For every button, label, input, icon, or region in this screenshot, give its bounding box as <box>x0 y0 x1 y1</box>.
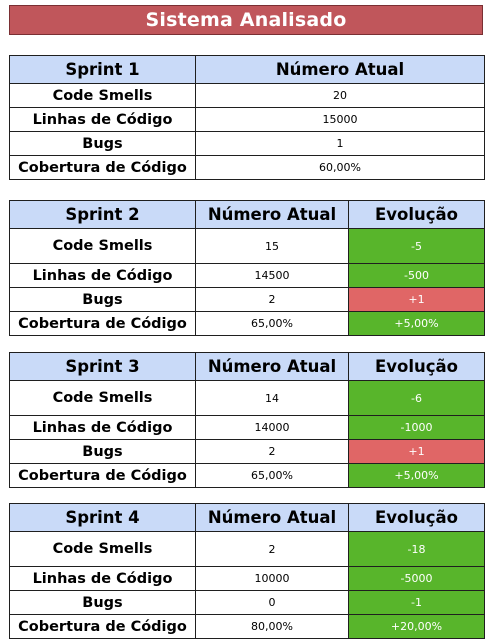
sprint-name: Sprint 3 <box>9 352 196 381</box>
table-row: Linhas de Código 10000 -5000 <box>9 566 485 591</box>
table-row: Code Smells 15 -5 <box>9 228 485 264</box>
table-row: Linhas de Código 14000 -1000 <box>9 415 485 440</box>
table-row: Bugs 2 +1 <box>9 287 485 312</box>
code-smells-value: 20 <box>195 83 485 108</box>
coverage-value: 80,00% <box>195 614 349 639</box>
metric-label-lines: Linhas de Código <box>9 415 196 440</box>
metric-label-coverage: Cobertura de Código <box>9 311 196 336</box>
current-number-header: Número Atual <box>195 503 349 532</box>
table-row: Bugs 0 -1 <box>9 590 485 615</box>
metric-label-coverage: Cobertura de Código <box>9 463 196 488</box>
sprint-name: Sprint 2 <box>9 200 196 229</box>
sprint-3-table: Sprint 3 Número Atual Evolução Code Smel… <box>9 352 485 488</box>
lines-value: 14500 <box>195 263 349 288</box>
code-smells-evolution: -5 <box>348 228 485 264</box>
page-title: Sistema Analisado <box>145 9 347 31</box>
evolution-header: Evolução <box>348 503 485 532</box>
coverage-evolution: +5,00% <box>348 311 485 336</box>
table-row: Code Smells 14 -6 <box>9 380 485 416</box>
page-title-bar: Sistema Analisado <box>9 5 483 35</box>
metric-label-code-smells: Code Smells <box>9 83 196 108</box>
metric-label-coverage: Cobertura de Código <box>9 614 196 639</box>
coverage-evolution: +5,00% <box>348 463 485 488</box>
sprint-1-table: Sprint 1 Número Atual Code Smells 20 Lin… <box>9 55 485 180</box>
metric-label-code-smells: Code Smells <box>9 380 196 416</box>
bugs-value: 0 <box>195 590 349 615</box>
table-row: Bugs 1 <box>9 131 485 156</box>
table-row: Linhas de Código 14500 -500 <box>9 263 485 288</box>
table-row: Cobertura de Código 65,00% +5,00% <box>9 463 485 488</box>
bugs-evolution: +1 <box>348 439 485 464</box>
metric-label-lines: Linhas de Código <box>9 107 196 132</box>
code-smells-value: 2 <box>195 531 349 567</box>
table-row: Cobertura de Código 80,00% +20,00% <box>9 614 485 639</box>
table-header-row: Sprint 3 Número Atual Evolução <box>9 352 485 381</box>
table-header-row: Sprint 1 Número Atual <box>9 55 485 84</box>
lines-value: 15000 <box>195 107 485 132</box>
table-row: Bugs 2 +1 <box>9 439 485 464</box>
bugs-value: 2 <box>195 439 349 464</box>
coverage-value: 65,00% <box>195 463 349 488</box>
evolution-header: Evolução <box>348 352 485 381</box>
sprint-2-table: Sprint 2 Número Atual Evolução Code Smel… <box>9 200 485 336</box>
code-smells-evolution: -6 <box>348 380 485 416</box>
lines-evolution: -500 <box>348 263 485 288</box>
metric-label-lines: Linhas de Código <box>9 566 196 591</box>
lines-evolution: -1000 <box>348 415 485 440</box>
current-number-header: Número Atual <box>195 55 485 84</box>
coverage-evolution: +20,00% <box>348 614 485 639</box>
metric-label-code-smells: Code Smells <box>9 531 196 567</box>
bugs-value: 2 <box>195 287 349 312</box>
sprint-4-table: Sprint 4 Número Atual Evolução Code Smel… <box>9 503 485 639</box>
table-row: Cobertura de Código 60,00% <box>9 155 485 180</box>
lines-evolution: -5000 <box>348 566 485 591</box>
code-smells-value: 14 <box>195 380 349 416</box>
metric-label-coverage: Cobertura de Código <box>9 155 196 180</box>
sprint-name: Sprint 1 <box>9 55 196 84</box>
evolution-header: Evolução <box>348 200 485 229</box>
lines-value: 14000 <box>195 415 349 440</box>
table-row: Cobertura de Código 65,00% +5,00% <box>9 311 485 336</box>
code-smells-value: 15 <box>195 228 349 264</box>
metric-label-code-smells: Code Smells <box>9 228 196 264</box>
current-number-header: Número Atual <box>195 200 349 229</box>
table-row: Code Smells 20 <box>9 83 485 108</box>
coverage-value: 60,00% <box>195 155 485 180</box>
current-number-header: Número Atual <box>195 352 349 381</box>
code-smells-evolution: -18 <box>348 531 485 567</box>
lines-value: 10000 <box>195 566 349 591</box>
metric-label-lines: Linhas de Código <box>9 263 196 288</box>
table-row: Linhas de Código 15000 <box>9 107 485 132</box>
table-header-row: Sprint 4 Número Atual Evolução <box>9 503 485 532</box>
coverage-value: 65,00% <box>195 311 349 336</box>
bugs-value: 1 <box>195 131 485 156</box>
metric-label-bugs: Bugs <box>9 287 196 312</box>
bugs-evolution: +1 <box>348 287 485 312</box>
table-row: Code Smells 2 -18 <box>9 531 485 567</box>
sprint-name: Sprint 4 <box>9 503 196 532</box>
metric-label-bugs: Bugs <box>9 131 196 156</box>
metric-label-bugs: Bugs <box>9 590 196 615</box>
table-header-row: Sprint 2 Número Atual Evolução <box>9 200 485 229</box>
bugs-evolution: -1 <box>348 590 485 615</box>
metric-label-bugs: Bugs <box>9 439 196 464</box>
